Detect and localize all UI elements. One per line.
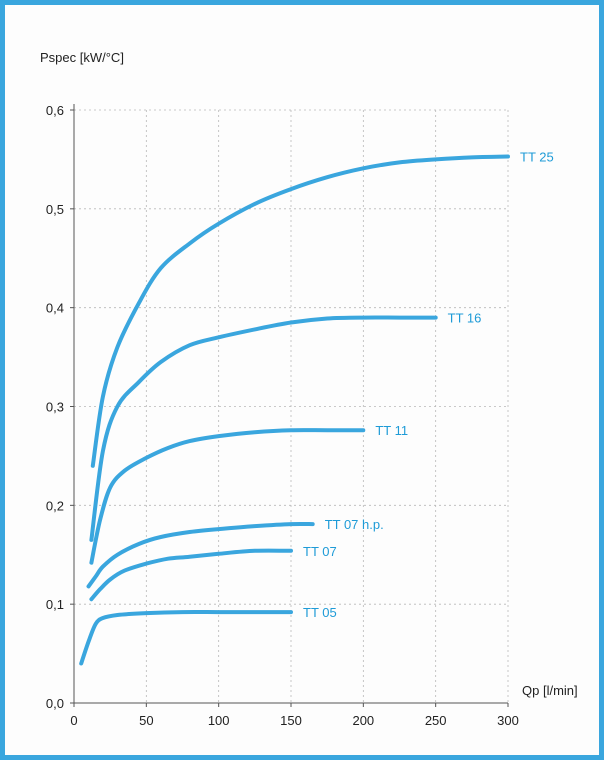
x-tick-label: 200 <box>352 713 374 728</box>
series-label-tt-05: TT 05 <box>303 605 337 620</box>
series-label-tt-16: TT 16 <box>448 311 482 326</box>
series-label-tt-07-h-p: TT 07 h.p. <box>325 517 384 532</box>
series-label-tt-11: TT 11 <box>375 423 408 438</box>
y-tick-label: 0,0 <box>46 696 64 711</box>
y-tick-label: 0,3 <box>46 400 64 415</box>
series-line-tt-07 <box>89 548 293 602</box>
x-tick-label: 250 <box>425 713 447 728</box>
series-label-tt-07: TT 07 <box>303 544 337 559</box>
y-axis-title: Pspec [kW/°C] <box>40 50 124 65</box>
y-tick-label: 0,2 <box>46 498 64 513</box>
series-layer <box>79 154 510 666</box>
y-tick-label: 0,4 <box>46 301 64 316</box>
series-label-tt-25: TT 25 <box>520 149 554 164</box>
y-tick-label: 0,5 <box>46 202 64 217</box>
series-labels-layer: TT 25 TT 16 TT 11 TT 07 h.p. TT 07 TT 05 <box>303 149 554 620</box>
x-tick-label: 150 <box>280 713 302 728</box>
series-line-tt-16 <box>89 315 438 542</box>
y-tick-label: 0,1 <box>46 597 64 612</box>
y-tick-label: 0,6 <box>46 103 64 118</box>
series-line-tt-07-h-p <box>86 521 315 589</box>
series-line-tt-11 <box>89 428 366 565</box>
series-line-tt-05 <box>79 610 293 666</box>
x-axis-title: Qp [l/min] <box>522 683 578 698</box>
x-tick-label: 0 <box>70 713 77 728</box>
x-tick-label: 50 <box>139 713 153 728</box>
x-tick-label: 100 <box>208 713 230 728</box>
series-line-tt-25 <box>90 154 510 468</box>
x-tick-label: 300 <box>497 713 519 728</box>
ticks-layer: 0 50 100 150 200 250 300 0,0 0,1 0,2 0,3 0,4 0,5 0,6 <box>46 103 519 728</box>
